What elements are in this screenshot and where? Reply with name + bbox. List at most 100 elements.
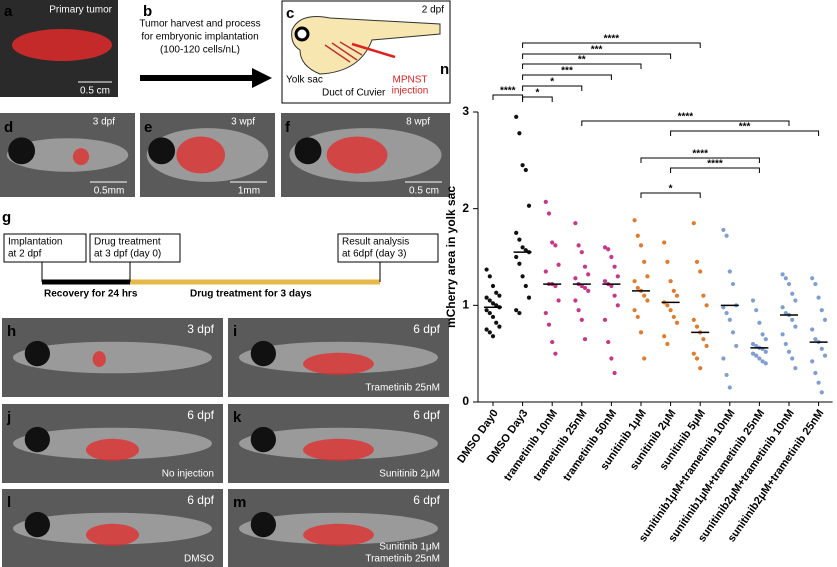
dot: [727, 317, 732, 322]
dot: [780, 332, 785, 337]
panel-text: (100-120 cells/nL): [160, 45, 240, 56]
dot: [579, 283, 584, 289]
box-text: Drug treatment: [94, 237, 161, 248]
panel-letter: b: [143, 3, 152, 20]
dot: [665, 259, 670, 264]
dot: [553, 351, 558, 356]
x-tick-label: trametinib 25nM: [531, 408, 589, 484]
dot: [783, 310, 788, 316]
dot: [780, 305, 785, 310]
significance-label: ****: [604, 34, 620, 45]
dot: [704, 343, 709, 349]
dot: [757, 320, 762, 325]
dot: [727, 269, 732, 274]
fish-eye: [250, 511, 276, 538]
dot: [674, 293, 680, 298]
dot: [517, 261, 522, 266]
dot: [813, 370, 818, 376]
significance-bracket: [581, 120, 790, 126]
dot: [497, 293, 502, 298]
dot: [602, 279, 608, 284]
dot: [822, 317, 828, 322]
scale-label: 0.5mm: [94, 186, 125, 197]
dot: [484, 327, 489, 332]
significance-label: ****: [500, 86, 516, 97]
tumor: [303, 352, 374, 375]
panel-letter: n: [440, 61, 449, 78]
dot: [576, 243, 581, 248]
tumor: [72, 148, 90, 166]
dot: [674, 320, 680, 325]
dot: [819, 390, 824, 395]
y-tick-label: 3: [462, 104, 469, 118]
dot: [694, 324, 700, 329]
dot: [523, 167, 528, 173]
dot: [514, 114, 519, 119]
dot: [810, 359, 815, 364]
dot: [520, 163, 525, 168]
dot: [698, 269, 703, 274]
fish-eye: [148, 137, 176, 165]
dot: [701, 293, 706, 298]
box-text: at 6dpf (day 3): [342, 249, 406, 260]
fish-eye: [294, 137, 322, 165]
significance-label: *: [550, 77, 554, 88]
dot: [494, 320, 499, 325]
label: injection: [392, 86, 429, 97]
significance-label: **: [578, 55, 586, 66]
dot: [612, 370, 617, 376]
dot: [662, 240, 667, 245]
dot: [573, 221, 578, 226]
dot: [612, 264, 617, 269]
note: Sunitinib 2μM: [379, 469, 440, 480]
fish-eye: [250, 340, 276, 367]
significance-bracket: [670, 130, 820, 136]
dot: [701, 337, 706, 342]
dot: [615, 303, 620, 308]
dot: [490, 283, 496, 289]
image-label: Primary tumor: [49, 5, 112, 16]
dot: [638, 243, 644, 248]
dot: [490, 314, 496, 320]
dot: [514, 254, 519, 260]
dot: [816, 380, 821, 385]
dot: [783, 341, 788, 347]
stage: 2 dpf: [422, 5, 444, 16]
dot: [760, 359, 765, 364]
tumor: [303, 523, 374, 546]
dot: [724, 372, 729, 378]
label: MPNST: [393, 75, 428, 86]
panel-letter: l: [7, 494, 11, 511]
dot: [750, 298, 756, 303]
dot: [734, 343, 739, 349]
dot: [813, 281, 818, 287]
dot: [484, 295, 489, 300]
dot: [816, 295, 821, 300]
dot: [520, 274, 525, 279]
needle: [351, 42, 396, 59]
dot: [819, 308, 824, 313]
dot: [790, 317, 795, 322]
y-axis-label: mCherry area in yolk sac: [444, 186, 458, 328]
dot: [632, 279, 637, 284]
dot: [543, 199, 548, 204]
dot: [494, 303, 499, 308]
fish-body: [13, 341, 212, 374]
dot: [632, 308, 637, 313]
dot: [526, 203, 532, 208]
dot: [691, 221, 696, 226]
dot: [642, 356, 647, 361]
significance-bracket: [522, 63, 642, 69]
dot: [810, 327, 815, 332]
x-tick-label: trametinib 50nM: [561, 408, 619, 484]
dot: [579, 317, 584, 322]
y-tick-label: 0: [462, 394, 469, 408]
significance-bracket: [640, 192, 701, 198]
dot: [724, 310, 729, 316]
stage: 3 wpf: [231, 117, 255, 128]
dot: [576, 308, 581, 313]
dot: [582, 264, 588, 269]
label: Duct of Cuvier: [322, 88, 386, 99]
dot: [609, 283, 614, 289]
dot: [487, 310, 492, 316]
